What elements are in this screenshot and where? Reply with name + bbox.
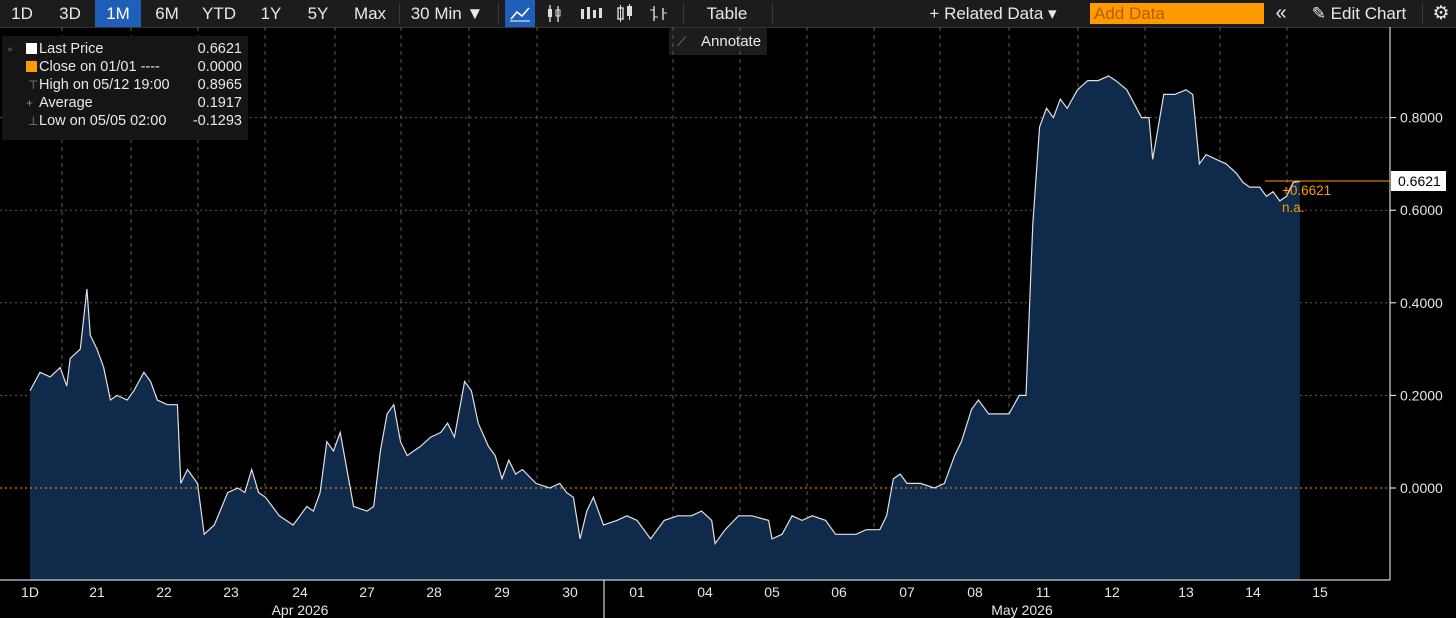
x-tick-label: 21 bbox=[89, 584, 105, 600]
legend-label: Low on 05/05 02:00 bbox=[39, 113, 167, 129]
ohlc-candle-icon[interactable] bbox=[611, 0, 639, 27]
x-tick-label: 11 bbox=[1036, 584, 1051, 600]
low-marker-icon: ⊥ bbox=[28, 114, 39, 128]
y-tick-label: 0.0000 bbox=[1400, 480, 1443, 496]
x-tick-label: 29 bbox=[494, 584, 510, 600]
x-tick-label: 12 bbox=[1104, 584, 1120, 600]
legend-label: High on 05/12 19:00 bbox=[39, 77, 170, 93]
legend-panel: ▫ Last Price 0.6621 Close on 01/01 ---- … bbox=[2, 36, 248, 140]
last-price-swatch bbox=[26, 43, 37, 54]
x-axis-ticks: 1D 21 22 23 24 27 28 29 30 01 04 05 06 07 08 11 12 13 14 15 bbox=[21, 584, 1328, 600]
legend-high[interactable]: ⊤ High on 05/12 19:00 0.8965 bbox=[2, 76, 248, 94]
month-label-may: May 2026 bbox=[991, 602, 1053, 618]
legend-value: 0.0000 bbox=[197, 59, 242, 75]
range-3d-button[interactable]: 3D bbox=[59, 4, 81, 23]
annotate-button[interactable]: ⟋ Annotate bbox=[669, 28, 767, 55]
x-tick-label: 06 bbox=[831, 584, 847, 600]
y-axis-ticks: 0.8000 0.6000 0.4000 0.2000 0.0000 bbox=[1390, 110, 1443, 496]
last-value-label: 0.6621 bbox=[1398, 173, 1441, 189]
toolbar-divider bbox=[772, 3, 773, 24]
change-label: +0.6621 bbox=[1282, 183, 1331, 198]
y-tick-label: 0.2000 bbox=[1400, 387, 1443, 403]
y-tick-label: 0.4000 bbox=[1400, 295, 1443, 311]
legend-value: 0.6621 bbox=[197, 41, 242, 57]
na-label: n.a. bbox=[1282, 200, 1305, 215]
average-marker-icon: + bbox=[26, 96, 34, 110]
close-swatch bbox=[26, 61, 37, 72]
legend-average[interactable]: + Average 0.1917 bbox=[2, 94, 248, 112]
legend-value: 0.1917 bbox=[197, 95, 242, 111]
pencil-icon: ⟋ bbox=[677, 34, 687, 49]
chart-toolbar: 1D 3D 1M 6M YTD 1Y 5Y Max 30 Min ▼ Table… bbox=[0, 0, 1456, 28]
range-6m-button[interactable]: 6M bbox=[155, 4, 179, 23]
y-tick-label: 0.6000 bbox=[1400, 202, 1443, 218]
collapse-toolbar-icon[interactable]: « bbox=[1275, 2, 1287, 24]
range-5y-button[interactable]: 5Y bbox=[307, 4, 329, 23]
x-tick-label: 15 bbox=[1312, 584, 1328, 600]
x-tick-label: 23 bbox=[223, 584, 239, 600]
annotate-label: Annotate bbox=[701, 33, 762, 50]
x-tick-label: 13 bbox=[1178, 584, 1194, 600]
x-tick-label: 1D bbox=[21, 584, 39, 600]
legend-close[interactable]: Close on 01/01 ---- 0.0000 bbox=[2, 58, 248, 76]
settings-gear-icon[interactable]: ⚙ bbox=[1432, 3, 1450, 24]
interval-select[interactable]: 30 Min ▼ bbox=[410, 4, 484, 23]
legend-label: Close on 01/01 ---- bbox=[39, 59, 160, 75]
related-data-button[interactable]: + Related Data ▾ bbox=[929, 4, 1057, 23]
x-tick-label: 27 bbox=[359, 584, 375, 600]
legend-last-price[interactable]: ▫ Last Price 0.6621 bbox=[2, 40, 248, 58]
toolbar-divider bbox=[498, 3, 499, 24]
toolbar-divider bbox=[399, 3, 400, 24]
month-label-apr: Apr 2026 bbox=[272, 602, 329, 618]
hlc-bar-icon[interactable] bbox=[645, 0, 671, 27]
line-chart-icon[interactable] bbox=[505, 0, 535, 27]
edit-chart-button[interactable]: ✎ Edit Chart bbox=[1311, 4, 1407, 23]
y-tick-label: 0.8000 bbox=[1400, 110, 1443, 126]
table-button[interactable]: Table bbox=[706, 4, 748, 23]
range-max-button[interactable]: Max bbox=[353, 4, 387, 23]
range-1d-button[interactable]: 1D bbox=[11, 4, 33, 23]
legend-value: 0.8965 bbox=[197, 77, 242, 93]
x-tick-label: 05 bbox=[764, 584, 780, 600]
x-tick-label: 28 bbox=[426, 584, 442, 600]
range-1y-button[interactable]: 1Y bbox=[260, 4, 282, 23]
x-tick-label: 30 bbox=[562, 584, 578, 600]
last-value-badge bbox=[1391, 171, 1446, 191]
candlestick-icon[interactable] bbox=[575, 0, 605, 27]
price-area-fill bbox=[30, 75, 1300, 581]
price-line bbox=[29, 75, 1300, 546]
range-1m-button[interactable]: 1M bbox=[95, 0, 141, 27]
legend-label: Average bbox=[39, 95, 93, 111]
collapse-icon[interactable]: ▫ bbox=[8, 42, 13, 56]
x-tick-label: 07 bbox=[899, 584, 915, 600]
bar-chart-icon[interactable] bbox=[541, 0, 567, 27]
x-tick-label: 01 bbox=[629, 584, 645, 600]
range-ytd-button[interactable]: YTD bbox=[202, 4, 236, 23]
legend-low[interactable]: ⊥ Low on 05/05 02:00 -0.1293 bbox=[2, 112, 248, 130]
toolbar-divider bbox=[1422, 3, 1423, 24]
x-tick-label: 22 bbox=[156, 584, 172, 600]
x-tick-label: 04 bbox=[697, 584, 713, 600]
x-tick-label: 08 bbox=[967, 584, 983, 600]
toolbar-divider bbox=[683, 3, 684, 24]
legend-value: -0.1293 bbox=[192, 113, 242, 129]
legend-label: Last Price bbox=[39, 41, 104, 57]
x-tick-label: 24 bbox=[292, 584, 308, 600]
x-tick-label: 14 bbox=[1245, 584, 1261, 600]
high-marker-icon: ⊤ bbox=[28, 78, 39, 92]
add-data-input[interactable] bbox=[1090, 3, 1264, 24]
